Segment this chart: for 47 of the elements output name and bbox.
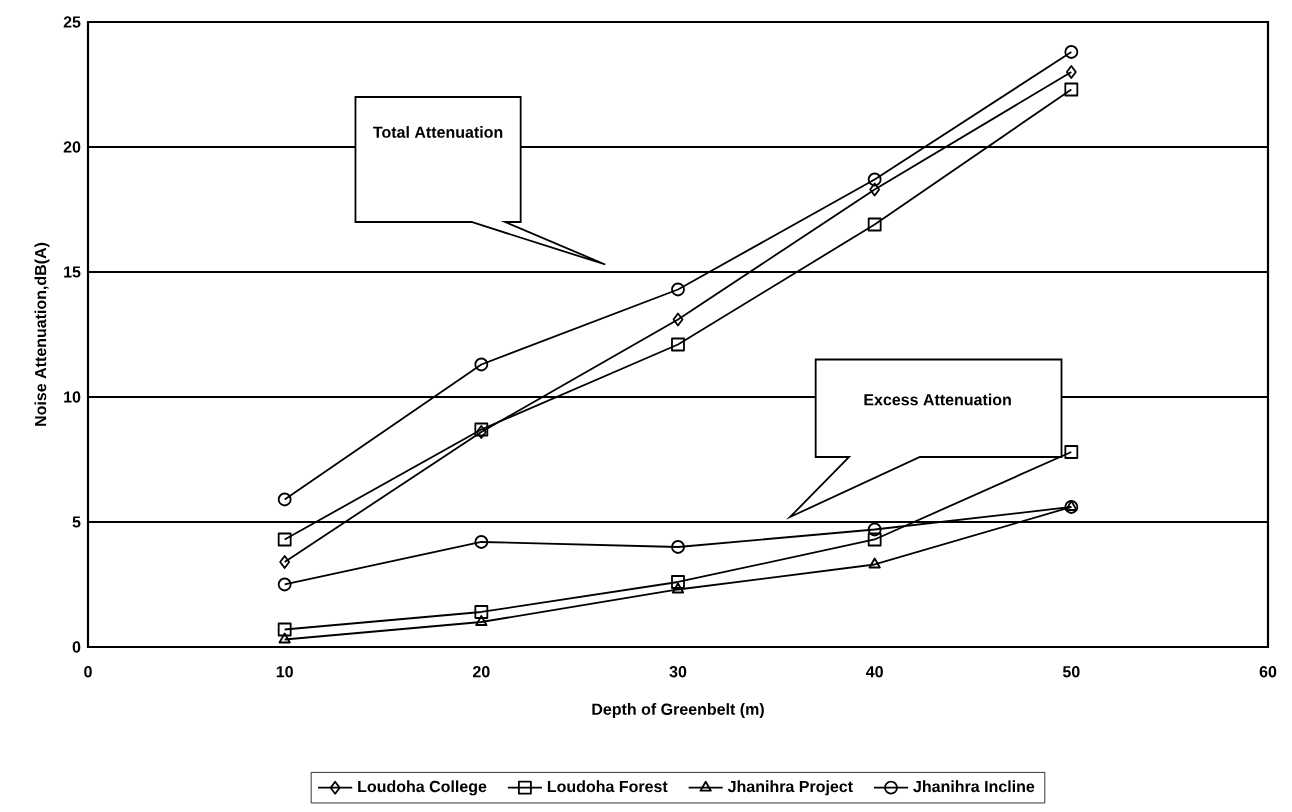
y-tick-label: 0 [72,641,81,653]
x-axis-title: Depth of Greenbelt (m) [592,703,764,719]
point [277,532,292,547]
annotation: Excess Attenuation [864,393,1011,406]
point [671,540,685,554]
point [1064,445,1079,459]
point [474,535,489,549]
legend-label: Loudoha Forest [547,780,668,793]
x-tick-label: 0 [84,666,92,678]
x-tick-label: 30 [669,666,687,678]
point [671,337,685,352]
point [867,522,882,537]
point [671,582,685,594]
x-tick-label: 10 [276,666,293,678]
y-tick-label: 25 [63,16,81,28]
x-tick-label: 50 [1062,666,1080,678]
point [279,555,291,569]
point [277,622,292,637]
legend-label: Jhanihra Project [727,780,853,796]
y-tick-label: 20 [63,141,81,153]
y-tick-label: 10 [64,391,81,403]
point [1065,65,1077,79]
point [672,312,684,327]
y-tick-label: 5 [72,516,81,528]
point [867,217,882,232]
x-tick-label: 20 [473,666,490,678]
point [475,615,488,626]
legend-label: Loudoha College [358,780,487,796]
point [278,632,291,644]
point [867,532,882,547]
x-tick-label: 40 [866,666,883,678]
x-tick-label: 60 [1259,666,1277,678]
point [277,577,292,592]
point [671,575,685,589]
point [474,605,489,619]
point [1064,45,1079,59]
point [277,492,292,507]
y-axis-title: Noise Attenuation,dB(A) [34,242,50,426]
point [869,182,881,197]
point [868,557,881,569]
y-tick-label: 15 [64,266,81,278]
point [671,282,685,297]
point [1064,82,1079,97]
point [474,357,489,372]
point [867,172,882,187]
annotation: Total Attenuation [373,126,503,138]
legend-label: Jhanihra Incline [913,780,1035,793]
